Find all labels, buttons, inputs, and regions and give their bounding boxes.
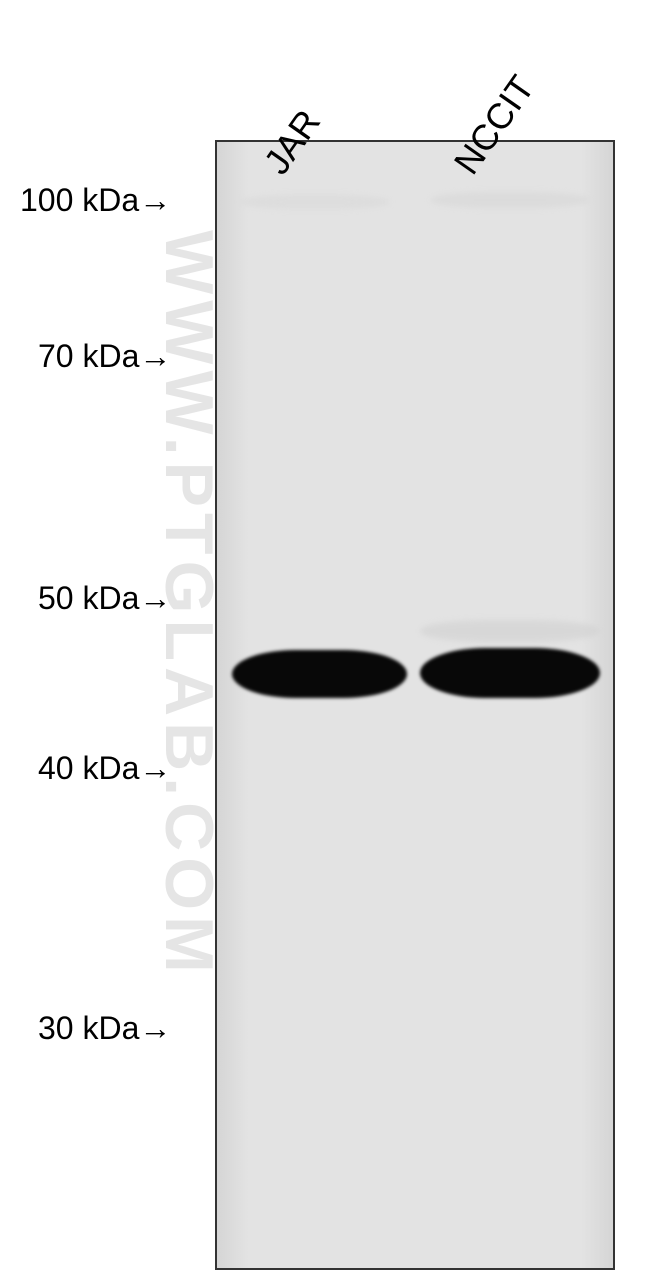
protein-band (420, 648, 600, 698)
western-blot-membrane (215, 140, 615, 1270)
lane-labels-group: JARNCCIT (0, 10, 650, 140)
faint-band (430, 192, 590, 208)
watermark-text: WWW.PTGLAB.COM (150, 230, 228, 979)
faint-band (240, 195, 390, 209)
mw-marker-label: 30 kDa→ (38, 1010, 171, 1047)
mw-marker-label: 100 kDa→ (20, 182, 171, 219)
figure-container: JARNCCIT 100 kDa→70 kDa→50 kDa→40 kDa→30… (0, 0, 650, 1285)
faint-band (420, 620, 600, 642)
protein-band (232, 650, 407, 698)
